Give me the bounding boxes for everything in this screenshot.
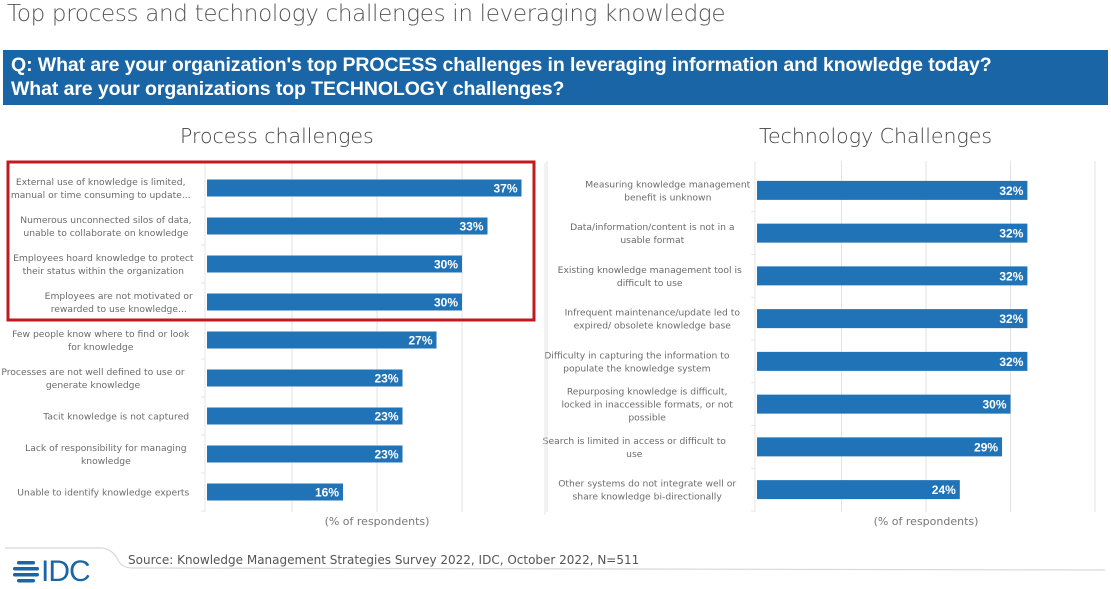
- process-category-label-0: External use of knowledge is limited, man…: [11, 177, 191, 201]
- technology-category-label-line: Search is limited in access or difficult…: [543, 436, 727, 447]
- technology-value-label-1: 32%: [999, 227, 1023, 241]
- process-chart-title: Process challenges: [180, 124, 374, 148]
- process-category-label-1: Numerous unconnected silos of data, unabl…: [20, 215, 191, 239]
- technology-category-label-5: Repurposing knowledge is difficult, locke…: [561, 387, 733, 424]
- technology-bar-2: [757, 266, 1028, 286]
- process-category-label-line: Few people know where to find or look: [12, 329, 190, 340]
- process-category-label-line: unable to collaborate on knowledge: [23, 228, 188, 239]
- technology-category-label-line: difficult to use: [617, 278, 683, 289]
- process-bar-8: [207, 483, 343, 501]
- technology-category-label-line: Infrequent maintenance/update led to: [565, 308, 741, 319]
- technology-category-label-2: Existing knowledge management tool is dif…: [558, 265, 742, 289]
- process-bar-7: [207, 445, 403, 463]
- technology-bar-1: [757, 223, 1028, 243]
- technology-category-label-line: usable format: [620, 235, 684, 246]
- technology-value-label-5: 30%: [982, 398, 1006, 412]
- process-value-label-6: 23%: [374, 410, 398, 424]
- process-bar-2: [207, 255, 462, 273]
- process-category-label-line: knowledge: [81, 456, 131, 467]
- technology-category-label-1: Data/information/content is not in a usab…: [570, 222, 734, 246]
- technology-category-label-line: Existing knowledge management tool is: [558, 265, 742, 276]
- process-highlight-box: [6, 160, 536, 322]
- process-value-label-0: 37%: [493, 182, 517, 196]
- process-category-label-4: Few people know where to find or look for…: [12, 329, 190, 353]
- technology-category-label-line: populate the knowledge system: [563, 363, 710, 374]
- technology-value-label-7: 24%: [932, 483, 956, 497]
- page-title: Top process and technology challenges in…: [7, 1, 726, 27]
- process-bar-4: [207, 331, 437, 349]
- technology-bar-4: [757, 351, 1028, 371]
- process-value-label-5: 23%: [374, 372, 398, 386]
- process-category-label-6: Tacit knowledge is not captured: [42, 412, 189, 423]
- technology-category-label-line: expired/ obsolete knowledge base: [574, 321, 732, 332]
- process-category-label-line: for knowledge: [68, 342, 134, 353]
- process-bar-1: [207, 217, 488, 235]
- technology-value-label-6: 29%: [974, 440, 998, 454]
- process-category-label-7: Lack of responsibility for managing knowl…: [25, 443, 187, 467]
- process-category-label-line: generate knowledge: [46, 380, 141, 391]
- question-banner: Q: What are your organization's top PROC…: [3, 50, 1108, 105]
- process-category-label-line: Unable to identify knowledge experts: [17, 488, 189, 499]
- process-category-label-2: Employees hoard knowledge to protect thei…: [13, 253, 194, 277]
- process-bar-0: [207, 179, 522, 197]
- process-bar-5: [207, 369, 403, 387]
- idc-logo: IDC: [11, 555, 91, 588]
- technology-category-label-3: Infrequent maintenance/update led to expi…: [565, 308, 741, 332]
- technology-category-label-4: Difficulty in capturing the information …: [544, 350, 730, 374]
- technology-category-label-line: Data/information/content is not in a: [570, 222, 734, 233]
- technology-x-axis-label: (% of respondents): [874, 515, 979, 528]
- technology-category-label-6: Search is limited in access or difficult…: [543, 436, 727, 460]
- process-category-label-line: Numerous unconnected silos of data,: [20, 215, 191, 226]
- process-x-axis-label: (% of respondents): [325, 515, 430, 528]
- technology-category-label-line: share knowledge bi-directionally: [573, 492, 723, 503]
- process-category-label-line: rewarded to use knowledge...: [51, 304, 187, 315]
- idc-logo-text: IDC: [41, 555, 91, 588]
- technology-category-label-0: Measuring knowledge management benefit is…: [585, 179, 750, 203]
- question-line-2: What are your organizations top TECHNOLO…: [11, 78, 565, 100]
- technology-category-label-line: use: [626, 449, 643, 460]
- process-category-label-line: manual or time consuming to update...: [11, 190, 191, 201]
- technology-value-label-2: 32%: [999, 269, 1023, 283]
- question-line-1: Q: What are your organization's top PROC…: [11, 54, 992, 76]
- technology-value-label-4: 32%: [999, 355, 1023, 369]
- process-value-label-3: 30%: [434, 296, 458, 310]
- process-category-label-line: Employees hoard knowledge to protect: [13, 253, 194, 264]
- technology-bar-7: [757, 480, 960, 500]
- process-category-label-line: Processes are not well defined to use or: [1, 367, 185, 378]
- process-category-label-line: Tacit knowledge is not captured: [42, 412, 189, 423]
- process-value-label-7: 23%: [374, 448, 398, 462]
- technology-bar-6: [757, 437, 1003, 457]
- process-category-label-5: Processes are not well defined to use or…: [1, 367, 185, 391]
- process-bar-6: [207, 407, 403, 425]
- process-value-label-8: 16%: [315, 486, 339, 500]
- process-value-label-1: 33%: [459, 220, 483, 234]
- technology-bar-5: [757, 394, 1011, 414]
- technology-bar-3: [757, 309, 1028, 329]
- process-bar-3: [207, 293, 462, 311]
- technology-category-label-line: locked in inaccessible formats, or not: [561, 400, 733, 411]
- process-value-label-4: 27%: [408, 334, 432, 348]
- technology-chart-title: Technology Challenges: [759, 124, 993, 148]
- technology-category-label-line: Difficulty in capturing the information …: [544, 350, 730, 361]
- technology-category-label-line: Measuring knowledge management: [585, 179, 750, 190]
- technology-category-label-line: Repurposing knowledge is difficult,: [567, 387, 728, 398]
- process-category-label-3: Employees are not motivated or rewarded t…: [45, 291, 193, 315]
- process-category-label-line: Employees are not motivated or: [45, 291, 193, 302]
- process-value-label-2: 30%: [434, 258, 458, 272]
- process-category-label-line: Lack of responsibility for managing: [25, 443, 187, 454]
- technology-category-label-line: benefit is unknown: [624, 192, 711, 203]
- technology-category-label-line: possible: [628, 413, 666, 424]
- process-category-label-line: External use of knowledge is limited,: [16, 177, 186, 188]
- process-category-label-8: Unable to identify knowledge experts: [17, 488, 189, 499]
- idc-globe-icon: [13, 561, 39, 583]
- source-note: Source: Knowledge Management Strategies …: [128, 553, 640, 567]
- technology-bar-0: [757, 180, 1028, 200]
- technology-value-label-0: 32%: [999, 184, 1023, 198]
- process-category-label-line: their status within the organization: [23, 266, 185, 277]
- technology-value-label-3: 32%: [999, 312, 1023, 326]
- technology-category-label-line: Other systems do not integrate well or: [558, 479, 736, 490]
- technology-category-label-7: Other systems do not integrate well or sh…: [558, 479, 736, 503]
